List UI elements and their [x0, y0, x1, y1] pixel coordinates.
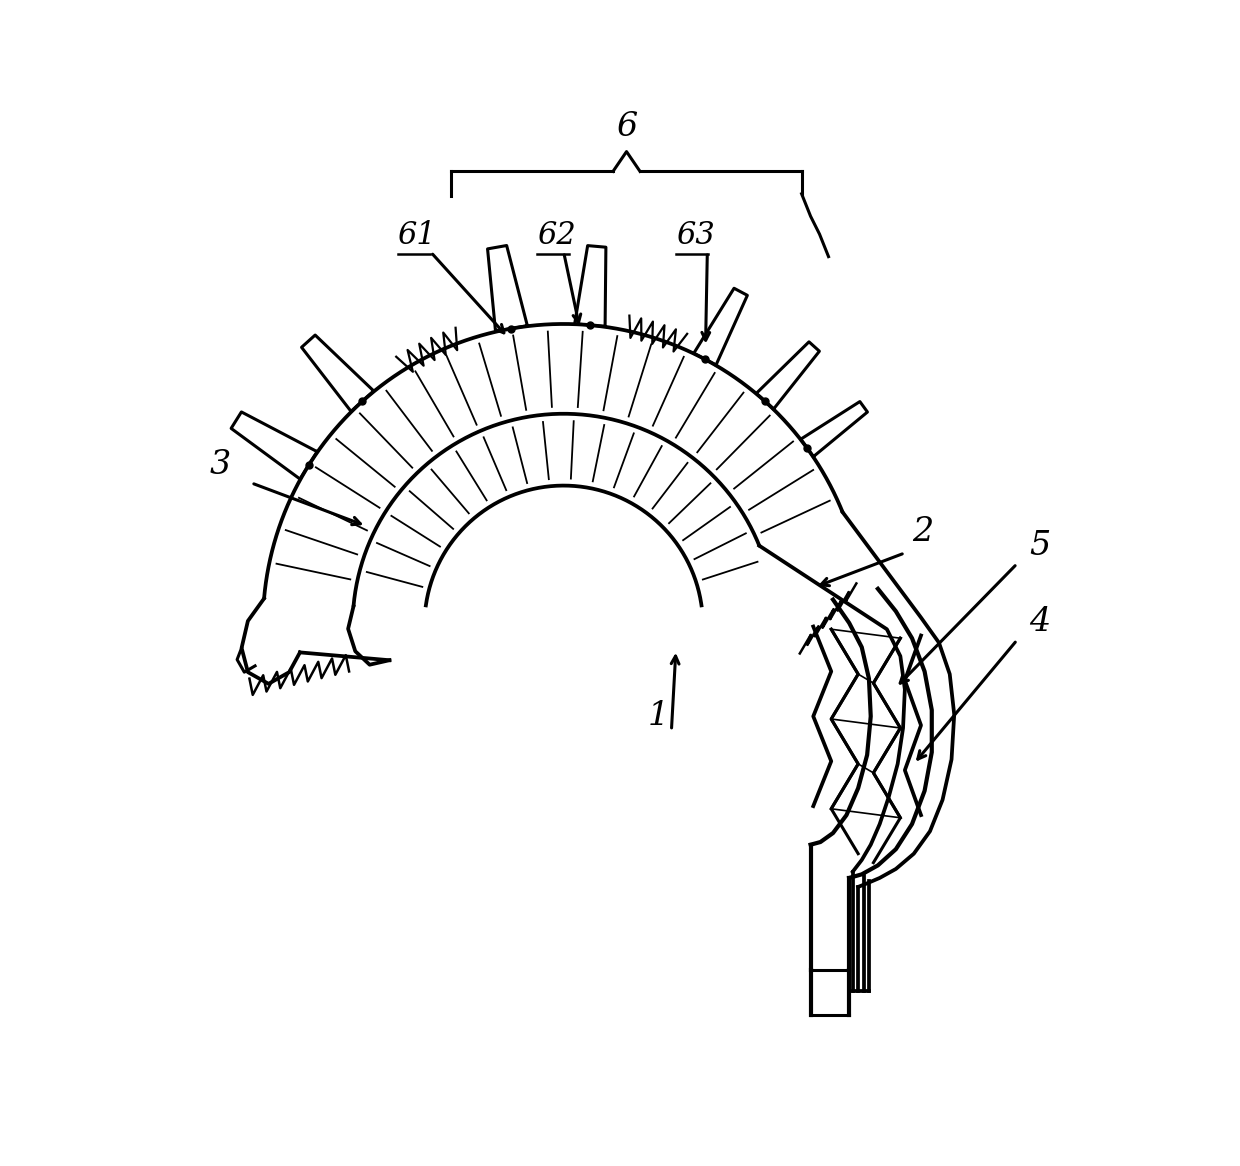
Text: 4: 4	[1029, 606, 1050, 638]
Text: 63: 63	[676, 220, 714, 251]
Text: 6: 6	[616, 111, 637, 142]
Text: 2: 2	[913, 517, 934, 548]
Text: 62: 62	[537, 220, 575, 251]
Text: 5: 5	[1029, 529, 1050, 562]
Text: 3: 3	[210, 449, 232, 482]
Text: 61: 61	[398, 220, 436, 251]
Text: 1: 1	[647, 701, 668, 732]
